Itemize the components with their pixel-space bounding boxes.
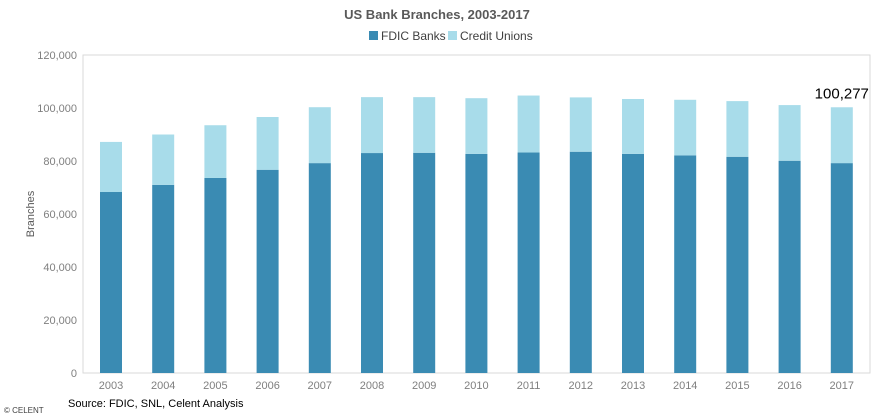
y-tick-label: 60,000 — [43, 209, 77, 221]
bar-fdic-banks-2003 — [100, 192, 122, 373]
x-tick-label: 2007 — [308, 380, 332, 392]
x-tick-label: 2010 — [464, 380, 488, 392]
bar-fdic-banks-2004 — [152, 184, 175, 373]
x-tick-label: 2012 — [569, 380, 593, 392]
x-tick-label: 2017 — [830, 380, 854, 392]
bar-fdic-banks-2012 — [569, 151, 592, 373]
bar-fdic-banks-2013 — [622, 153, 644, 373]
y-tick-label: 40,000 — [43, 262, 77, 274]
bar-fdic-banks-2017 — [830, 163, 853, 373]
bar-credit-unions-2005 — [204, 125, 227, 178]
y-tick-label: 20,000 — [43, 315, 77, 327]
bar-fdic-banks-2008 — [361, 153, 383, 373]
bar-credit-unions-2014 — [674, 99, 697, 156]
x-tick-label: 2015 — [725, 380, 749, 392]
x-tick-label: 2004 — [151, 380, 175, 392]
bar-credit-unions-2015 — [726, 101, 749, 157]
bar-fdic-banks-2014 — [674, 155, 697, 373]
bars — [100, 95, 853, 373]
legend-swatch-fdic-banks — [369, 31, 378, 40]
bar-credit-unions-2017 — [830, 107, 853, 164]
y-tick-label: 0 — [71, 368, 77, 380]
bar-credit-unions-2004 — [152, 134, 175, 185]
bar-credit-unions-2012 — [569, 97, 592, 152]
y-tick-label: 120,000 — [37, 50, 77, 62]
legend-label-credit-unions: Credit Unions — [460, 29, 533, 43]
data-label-annotation: 100,277 — [815, 85, 869, 102]
x-tick-label: 2013 — [621, 380, 645, 392]
y-tick-label: 100,000 — [37, 103, 77, 115]
bar-credit-unions-2006 — [256, 117, 279, 170]
bar-fdic-banks-2010 — [465, 153, 488, 373]
x-axis-ticks: 2003 2004 2005 2006 2007 2008 2009 2010 2011 2012… — [99, 380, 854, 392]
x-tick-label: 2003 — [99, 380, 123, 392]
bar-fdic-banks-2015 — [726, 156, 749, 373]
x-tick-label: 2014 — [673, 380, 697, 392]
x-tick-label: 2016 — [777, 380, 801, 392]
bar-credit-unions-2016 — [778, 105, 801, 161]
y-tick-label: 80,000 — [43, 156, 77, 168]
bar-fdic-banks-2016 — [778, 160, 801, 373]
bar-fdic-banks-2009 — [413, 152, 436, 373]
y-axis-ticks: 0 20,000 40,000 60,000 80,000 100,000 120,000 — [37, 50, 77, 380]
bar-credit-unions-2009 — [413, 97, 436, 153]
legend-label-fdic-banks: FDIC Banks — [381, 29, 446, 43]
x-tick-label: 2011 — [517, 380, 541, 392]
source-note: Source: FDIC, SNL, Celent Analysis — [68, 398, 244, 410]
bar-fdic-banks-2005 — [204, 177, 227, 373]
x-tick-label: 2005 — [203, 380, 227, 392]
bar-credit-unions-2008 — [361, 97, 383, 154]
copyright-note: © CELENT — [4, 406, 44, 415]
chart-title: US Bank Branches, 2003-2017 — [344, 7, 530, 22]
bar-fdic-banks-2011 — [517, 152, 540, 373]
bar-fdic-banks-2006 — [256, 169, 279, 373]
bar-credit-unions-2007 — [308, 107, 331, 164]
x-tick-label: 2006 — [255, 380, 279, 392]
bar-credit-unions-2013 — [622, 98, 644, 154]
x-tick-label: 2009 — [412, 380, 436, 392]
bar-credit-unions-2011 — [517, 95, 540, 153]
bar-fdic-banks-2007 — [308, 163, 331, 373]
x-tick-label: 2008 — [360, 380, 384, 392]
bar-credit-unions-2003 — [100, 141, 122, 193]
y-axis-label: Branches — [25, 190, 37, 237]
legend-swatch-credit-unions — [448, 31, 457, 40]
legend: FDIC Banks Credit Unions — [369, 29, 533, 43]
annotations: 100,277 — [815, 85, 869, 102]
bar-credit-unions-2010 — [465, 98, 488, 154]
